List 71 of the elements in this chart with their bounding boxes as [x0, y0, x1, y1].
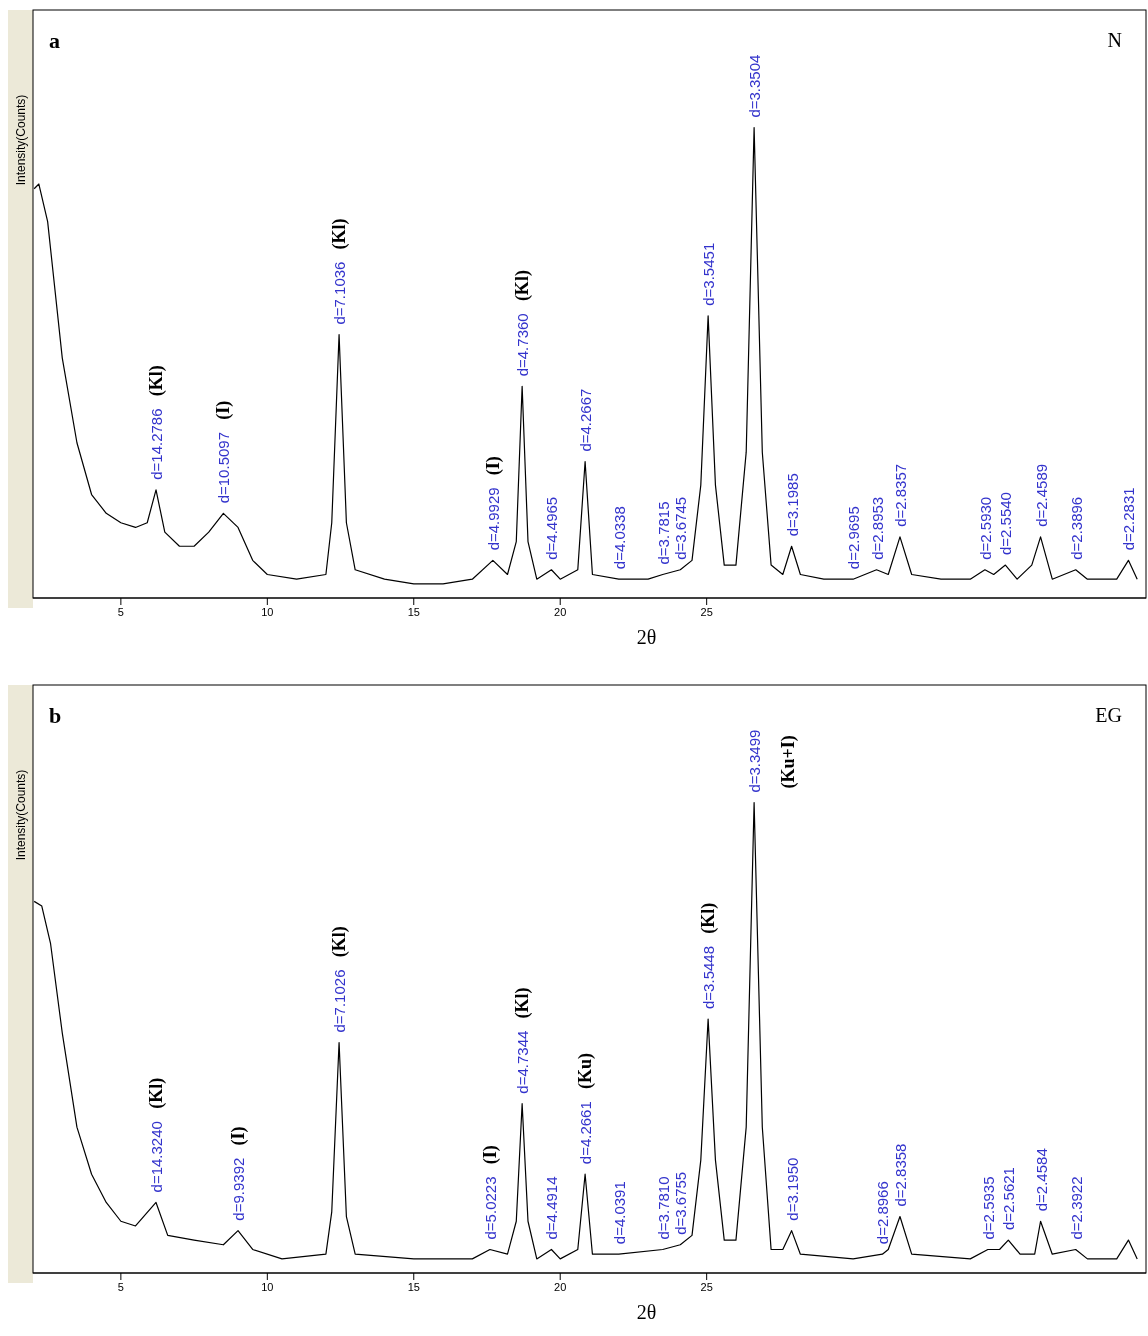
- annotation: d=2.8358: [891, 1143, 909, 1207]
- annotation: d=3.3504: [746, 54, 764, 118]
- x-tick-label: 15: [407, 606, 420, 618]
- x-tick-label: 5: [117, 606, 124, 618]
- text: (Ku+I): [778, 735, 800, 789]
- annotation: d=3.5451: [700, 242, 718, 306]
- annotation: d=4.2667: [577, 388, 595, 452]
- x-tick-label: 10: [261, 1281, 274, 1293]
- annotation: d=2.8966: [874, 1181, 892, 1245]
- annotation: (Ku): [575, 1053, 597, 1090]
- annotation: d=2.5935: [979, 1176, 997, 1240]
- annotation: d=2.8953: [868, 496, 886, 560]
- annotation: d=2.3922: [1067, 1176, 1085, 1240]
- annotation: d=7.1036: [331, 261, 349, 325]
- annotation: d=9.9392: [230, 1157, 248, 1221]
- x-tick-label: 15: [407, 1281, 420, 1293]
- text: EG: [1095, 704, 1122, 726]
- annotation: (Kl): [698, 902, 720, 934]
- y-axis-title: Intensity(Counts): [14, 94, 28, 186]
- annotation: d=3.7810: [654, 1176, 672, 1240]
- x-tick-label: 20: [554, 1281, 567, 1293]
- annotation: d=2.5540: [997, 492, 1015, 556]
- chart-title: b: [49, 703, 62, 728]
- annotation: (Kl): [146, 365, 168, 397]
- annotation: d=4.7344: [514, 1030, 532, 1094]
- annotation: (Kl): [329, 926, 351, 958]
- annotation: (Kl): [146, 1077, 168, 1109]
- annotation: d=2.8357: [891, 463, 909, 527]
- annotation: d=4.9929: [484, 487, 502, 551]
- annotation: d=3.1950: [783, 1157, 801, 1221]
- annotation: d=14.2786: [148, 408, 166, 480]
- annotation: d=10.5097: [215, 432, 233, 504]
- annotation: d=3.3499: [746, 729, 764, 793]
- annotation: d=2.5621: [1000, 1167, 1018, 1231]
- annotation: (I): [482, 456, 504, 476]
- annotation: d=4.7360: [514, 313, 532, 377]
- chart-title: a: [49, 28, 60, 53]
- annotation: d=2.4589: [1032, 463, 1050, 527]
- x-axis-title: 2θ: [636, 626, 657, 648]
- annotation: d=4.0338: [610, 506, 628, 570]
- x-tick-label: 25: [700, 606, 713, 618]
- x-tick-label: 10: [261, 606, 274, 618]
- x-tick-label: 20: [554, 606, 567, 618]
- annotation: d=4.4965: [543, 496, 561, 560]
- annotation: (I): [213, 400, 235, 420]
- annotation: d=2.9695: [845, 506, 863, 570]
- annotation: (I): [228, 1126, 250, 1146]
- annotation: d=2.5930: [976, 496, 994, 560]
- annotation: d=3.6745: [672, 496, 690, 560]
- annotation: d=4.4914: [543, 1176, 561, 1240]
- annotation: d=4.2661: [577, 1101, 595, 1165]
- annotation: d=2.3896: [1067, 496, 1085, 560]
- annotation: (Kl): [512, 987, 534, 1019]
- annotation: d=7.1026: [331, 969, 349, 1033]
- annotation: d=3.1985: [783, 473, 801, 537]
- y-axis-title: Intensity(Counts): [14, 769, 28, 861]
- annotation: d=3.7815: [654, 501, 672, 565]
- text: N: [1107, 29, 1122, 51]
- annotation: d=4.0391: [610, 1181, 628, 1245]
- x-axis-title: 2θ: [636, 1301, 657, 1323]
- annotation: d=3.5448: [700, 946, 718, 1009]
- x-tick-label: 25: [700, 1281, 713, 1293]
- annotation: d=14.3240: [148, 1121, 166, 1193]
- annotation: d=5.0223: [481, 1176, 499, 1240]
- annotation: d=3.6755: [672, 1171, 690, 1235]
- annotation: (Kl): [329, 218, 351, 250]
- annotation: d=2.4584: [1032, 1148, 1050, 1212]
- x-tick-label: 5: [117, 1281, 124, 1293]
- annotation: (I): [479, 1145, 501, 1165]
- annotation: d=2.2831: [1120, 487, 1138, 551]
- annotation: (Kl): [512, 270, 534, 302]
